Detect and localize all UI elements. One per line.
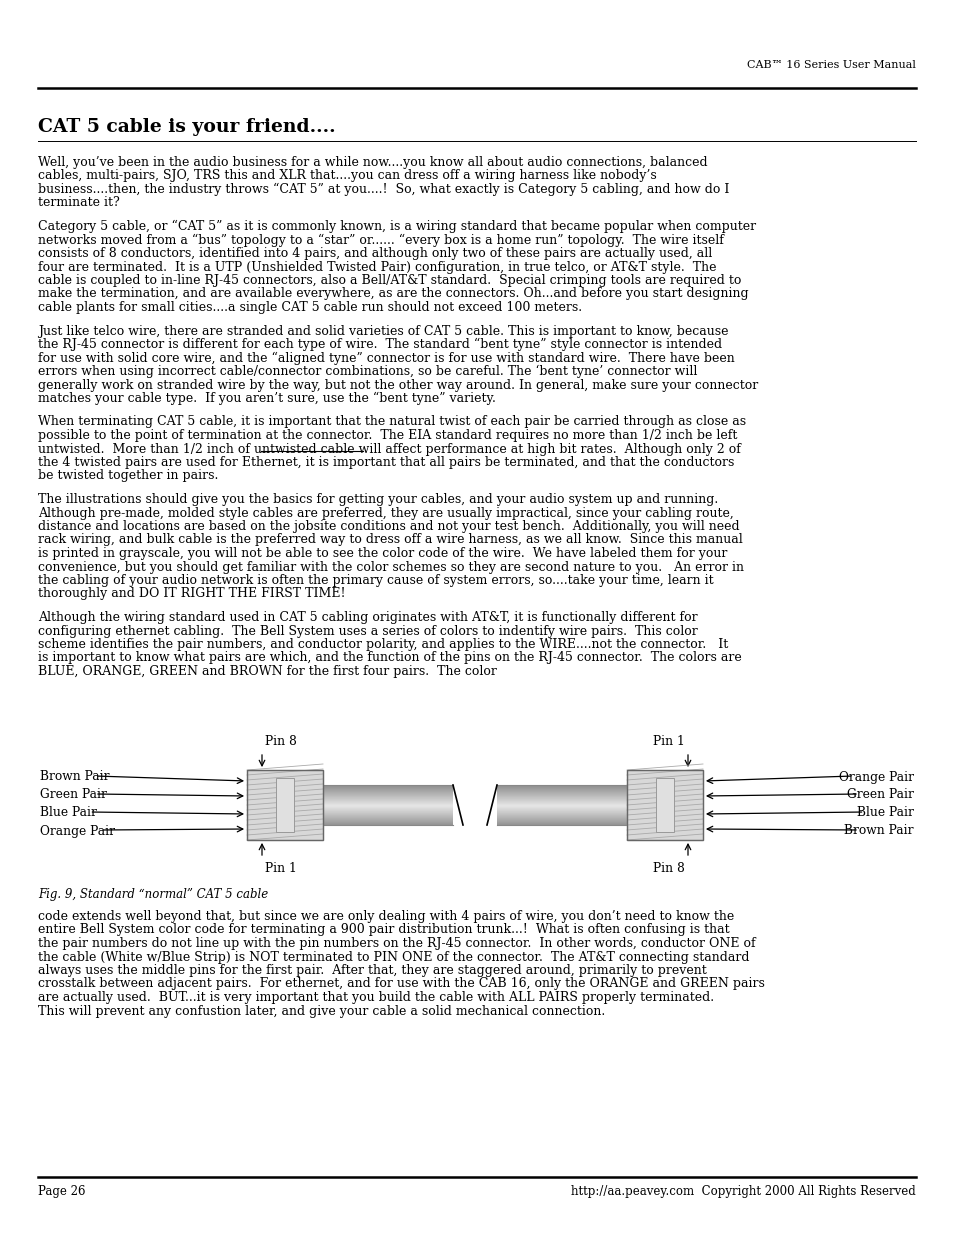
Text: cable plants for small cities....a single CAT 5 cable run should not exceed 100 : cable plants for small cities....a singl…	[38, 301, 581, 314]
Text: four are terminated.  It is a UTP (Unshielded Twisted Pair) configuration, in tr: four are terminated. It is a UTP (Unshie…	[38, 261, 716, 273]
Text: Pin 1: Pin 1	[265, 862, 296, 876]
Text: for use with solid core wire, and the “aligned tyne” connector is for use with s: for use with solid core wire, and the “a…	[38, 352, 734, 364]
Text: Orange Pair: Orange Pair	[838, 771, 913, 783]
Text: Well, you’ve been in the audio business for a while now....you know all about au: Well, you’ve been in the audio business …	[38, 156, 707, 169]
Text: convenience, but you should get familiar with the color schemes so they are seco: convenience, but you should get familiar…	[38, 561, 743, 573]
Text: generally work on stranded wire by the way, but not the other way around. In gen: generally work on stranded wire by the w…	[38, 378, 758, 391]
Text: entire Bell System color code for terminating a 900 pair distribution trunk...! : entire Bell System color code for termin…	[38, 924, 729, 936]
Text: are actually used.  BUT...it is very important that you build the cable with ALL: are actually used. BUT...it is very impo…	[38, 990, 718, 1004]
Bar	[247, 769, 323, 840]
Text: Page 26: Page 26	[38, 1186, 86, 1198]
Bar	[626, 769, 702, 840]
Text: errors when using incorrect cable/connector combinations, so be careful. The ‘be: errors when using incorrect cable/connec…	[38, 366, 697, 378]
Text: cable is coupled to in-line RJ-45 connectors, also a Bell/AT&T standard.  Specia: cable is coupled to in-line RJ-45 connec…	[38, 274, 740, 287]
Text: scheme identifies the pair numbers, and conductor polarity, and applies to the W: scheme identifies the pair numbers, and …	[38, 638, 727, 651]
Text: Fig. 9, Standard “normal” CAT 5 cable: Fig. 9, Standard “normal” CAT 5 cable	[38, 888, 268, 902]
Bar	[626, 769, 702, 840]
Text: code extends well beyond that, but since we are only dealing with 4 pairs of wir: code extends well beyond that, but since…	[38, 910, 734, 923]
Text: Just like telco wire, there are stranded and solid varieties of CAT 5 cable. Thi: Just like telco wire, there are stranded…	[38, 325, 728, 337]
Text: is important to know what pairs are which, and the function of the pins on the R: is important to know what pairs are whic…	[38, 652, 741, 664]
Text: make the termination, and are available everywhere, as are the connectors. Oh...: make the termination, and are available …	[38, 288, 748, 300]
Text: the cabling of your audio network is often the primary cause of system errors, s: the cabling of your audio network is oft…	[38, 574, 713, 587]
Text: the pair numbers do not line up with the pin numbers on the RJ-45 connector.  In: the pair numbers do not line up with the…	[38, 937, 755, 950]
Text: configuring ethernet cabling.  The Bell System uses a series of colors to indent: configuring ethernet cabling. The Bell S…	[38, 625, 697, 637]
Text: always uses the middle pins for the first pair.  After that, they are staggered : always uses the middle pins for the firs…	[38, 965, 706, 977]
Text: cables, multi-pairs, SJO, TRS this and XLR that....you can dress off a wiring ha: cables, multi-pairs, SJO, TRS this and X…	[38, 169, 656, 183]
Text: Green Pair: Green Pair	[846, 788, 913, 802]
Text: consists of 8 conductors, identified into 4 pairs, and although only two of thes: consists of 8 conductors, identified int…	[38, 247, 712, 261]
Text: Brown Pair: Brown Pair	[843, 825, 913, 837]
Text: rack wiring, and bulk cable is the preferred way to dress off a wire harness, as: rack wiring, and bulk cable is the prefe…	[38, 534, 742, 547]
Text: Pin 8: Pin 8	[653, 862, 684, 876]
Text: CAB™ 16 Series User Manual: CAB™ 16 Series User Manual	[746, 61, 915, 70]
Bar	[247, 769, 323, 840]
Text: crosstalk between adjacent pairs.  For ethernet, and for use with the CAB 16, on: crosstalk between adjacent pairs. For et…	[38, 977, 764, 990]
Text: Although the wiring standard used in CAT 5 cabling originates with AT&T, it is f: Although the wiring standard used in CAT…	[38, 611, 697, 624]
Text: business....then, the industry throws “CAT 5” at you....!  So, what exactly is C: business....then, the industry throws “C…	[38, 183, 729, 196]
Text: the RJ-45 connector is different for each type of wire.  The standard “bent tyne: the RJ-45 connector is different for eac…	[38, 338, 721, 351]
Text: Pin 1: Pin 1	[653, 735, 684, 748]
Text: Although pre-made, molded style cables are preferred, they are usually impractic: Although pre-made, molded style cables a…	[38, 506, 733, 520]
Bar	[275, 778, 294, 832]
Text: CAT 5 cable is your friend....: CAT 5 cable is your friend....	[38, 119, 335, 136]
Text: Green Pair: Green Pair	[40, 788, 107, 802]
Text: BLUE, ORANGE, GREEN and BROWN for the first four pairs.  The color: BLUE, ORANGE, GREEN and BROWN for the fi…	[38, 664, 497, 678]
Text: Pin 8: Pin 8	[265, 735, 296, 748]
Bar	[656, 778, 673, 832]
Text: be twisted together in pairs.: be twisted together in pairs.	[38, 469, 218, 483]
Text: This will prevent any confustion later, and give your cable a solid mechanical c: This will prevent any confustion later, …	[38, 1004, 604, 1018]
Text: the cable (White w/Blue Strip) is NOT terminated to PIN ONE of the connector.  T: the cable (White w/Blue Strip) is NOT te…	[38, 951, 749, 963]
Text: thoroughly and DO IT RIGHT THE FIRST TIME!: thoroughly and DO IT RIGHT THE FIRST TIM…	[38, 588, 345, 600]
Text: matches your cable type.  If you aren’t sure, use the “bent tyne” variety.: matches your cable type. If you aren’t s…	[38, 391, 496, 405]
Text: terminate it?: terminate it?	[38, 196, 120, 210]
Text: distance and locations are based on the jobsite conditions and not your test ben: distance and locations are based on the …	[38, 520, 739, 534]
Text: Brown Pair: Brown Pair	[40, 771, 110, 783]
Text: Blue Pair: Blue Pair	[856, 806, 913, 820]
Text: When terminating CAT 5 cable, it is important that the natural twist of each pai: When terminating CAT 5 cable, it is impo…	[38, 415, 745, 429]
Text: the 4 twisted pairs are used for Ethernet, it is important that all pairs be ter: the 4 twisted pairs are used for Etherne…	[38, 456, 734, 469]
Text: untwisted.  More than 1/2 inch of untwisted cable will affect performance at hig: untwisted. More than 1/2 inch of untwist…	[38, 442, 740, 456]
Text: Category 5 cable, or “CAT 5” as it is commonly known, is a wiring standard that : Category 5 cable, or “CAT 5” as it is co…	[38, 220, 756, 233]
Text: possible to the point of termination at the connector.  The EIA standard require: possible to the point of termination at …	[38, 429, 737, 442]
Text: Blue Pair: Blue Pair	[40, 806, 97, 820]
Text: The illustrations should give you the basics for getting your cables, and your a: The illustrations should give you the ba…	[38, 493, 721, 506]
Text: is printed in grayscale, you will not be able to see the color code of the wire.: is printed in grayscale, you will not be…	[38, 547, 726, 559]
Text: Orange Pair: Orange Pair	[40, 825, 115, 837]
Text: http://aa.peavey.com  Copyright 2000 All Rights Reserved: http://aa.peavey.com Copyright 2000 All …	[571, 1186, 915, 1198]
Text: networks moved from a “bus” topology to a “star” or...... “every box is a home r: networks moved from a “bus” topology to …	[38, 233, 723, 247]
